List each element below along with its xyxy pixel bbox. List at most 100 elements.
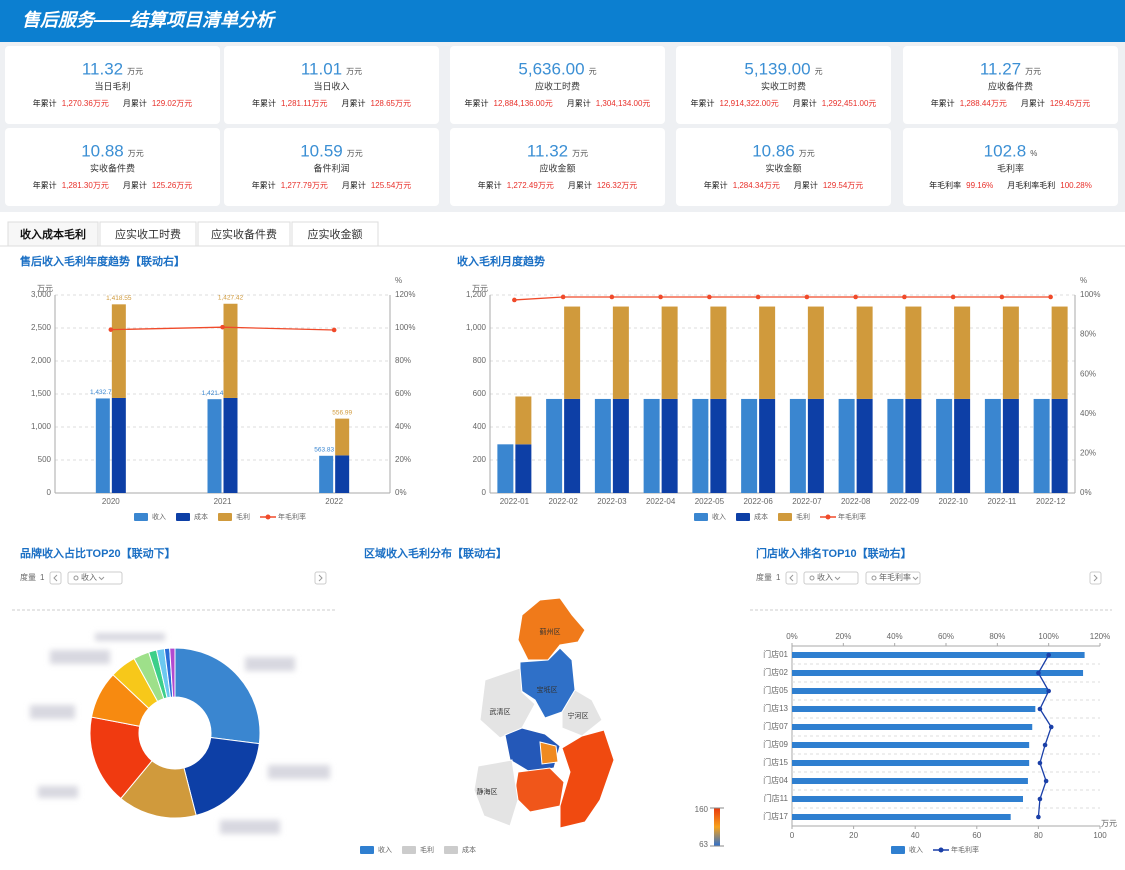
legend-swatch <box>736 513 750 521</box>
x-tick-label: 2022-10 <box>938 497 968 506</box>
measure-icon <box>809 575 815 581</box>
kpi-month-value: 1,304,134.00元 <box>596 99 651 108</box>
bar <box>111 397 126 493</box>
kpi-value: 11.27 <box>980 59 1021 78</box>
y-tick-label: 1,000 <box>466 323 487 332</box>
kpi-label: 应收金额 <box>539 162 575 173</box>
bar <box>710 306 727 399</box>
kpi-label: 实收金额 <box>765 162 801 173</box>
x2-tick-label: 80% <box>989 632 1005 641</box>
map-region[interactable] <box>479 667 536 739</box>
x2-tick-label: 60% <box>938 632 954 641</box>
prev-button[interactable] <box>49 571 62 585</box>
bar <box>905 306 922 399</box>
category-label: 门店01 <box>763 649 788 659</box>
rate-point <box>1037 706 1043 712</box>
category-label: 门店05 <box>763 685 788 695</box>
bar <box>856 306 873 399</box>
tab-label[interactable]: 应实收工时费 <box>115 227 181 241</box>
legend-label[interactable]: 成本 <box>754 512 768 521</box>
prev-button[interactable] <box>785 571 798 585</box>
next-icon <box>1093 574 1098 582</box>
kpi-card <box>224 46 439 124</box>
kpi-year-value: 12,914,322.00元 <box>720 99 779 108</box>
kpi-month-label: 月毛利率毛利 <box>1007 180 1055 190</box>
bar <box>954 306 971 399</box>
legend-label[interactable]: 收入 <box>378 845 392 854</box>
bar <box>515 396 532 445</box>
x-tick-label: 40 <box>911 831 920 840</box>
y2-tick-label: 120% <box>395 290 415 299</box>
kpi-year-value: 12,884,136.00元 <box>494 99 553 108</box>
bar <box>1051 306 1068 399</box>
measure-dropdown[interactable] <box>67 571 123 585</box>
tab-label[interactable]: 应实收备件费 <box>211 227 277 241</box>
legend-label[interactable]: 收入 <box>152 512 166 521</box>
visual-map-min: 63 <box>699 840 708 849</box>
kpi-month-label: 月累计 <box>342 98 366 108</box>
category-label: 门店15 <box>763 757 788 767</box>
category-label: 门店07 <box>763 721 788 731</box>
rate-point <box>609 294 615 300</box>
kpi-value: 11.32 <box>82 59 123 78</box>
next-button[interactable] <box>1089 571 1102 585</box>
map-region[interactable] <box>539 741 559 765</box>
tab[interactable] <box>197 221 291 247</box>
legend-label[interactable]: 收入 <box>712 512 726 521</box>
next-button[interactable] <box>314 571 327 585</box>
tab[interactable] <box>291 221 379 247</box>
y2-tick-label: 0% <box>395 488 407 497</box>
rate-point <box>755 294 761 300</box>
x-tick-label: 20 <box>849 831 858 840</box>
tab-label[interactable]: 应实收金额 <box>308 227 363 241</box>
map-region[interactable] <box>517 597 586 661</box>
measure-dropdown[interactable] <box>865 571 921 585</box>
legend-label[interactable]: 年毛利率 <box>951 845 979 854</box>
tab-label[interactable]: 收入成本毛利 <box>20 227 86 241</box>
tab[interactable] <box>7 221 99 247</box>
value-label: 1,427.42 <box>218 294 244 301</box>
rate-point <box>853 294 858 300</box>
kpi-value: 5,636.00 <box>518 59 584 78</box>
bar <box>856 398 873 493</box>
y-tick-label: 500 <box>38 455 52 464</box>
legend-label[interactable]: 毛利 <box>420 845 434 854</box>
kpi-value: 10.88 <box>81 141 124 160</box>
kpi-year-label: 年累计 <box>33 98 57 108</box>
visual-map-max: 160 <box>695 805 709 814</box>
pie-slice <box>183 736 260 816</box>
legend-label[interactable]: 毛利 <box>796 512 810 521</box>
bar <box>223 303 238 398</box>
y2-tick-label: 40% <box>1080 409 1096 418</box>
rate-point <box>902 294 907 300</box>
map-region[interactable] <box>561 689 603 737</box>
tab[interactable] <box>99 221 197 247</box>
x-tick-label: 2022-09 <box>890 497 920 506</box>
y2-tick-label: 20% <box>1080 449 1096 458</box>
measure-dropdown[interactable] <box>803 571 859 585</box>
bar <box>789 398 806 493</box>
legend-label[interactable]: 成本 <box>462 845 476 854</box>
kpi-month-value: 1,292,451.00元 <box>822 99 877 108</box>
legend-label[interactable]: 毛利 <box>236 512 250 521</box>
kpi-month-label: 月累计 <box>342 180 366 190</box>
kpi-unit: 万元 <box>799 149 815 158</box>
kpi-card <box>903 46 1118 124</box>
map-region[interactable] <box>559 729 615 829</box>
map-region[interactable] <box>473 759 519 827</box>
legend-label[interactable]: 年毛利率 <box>278 512 306 521</box>
kpi-unit: 万元 <box>346 67 362 76</box>
y-tick-label: 200 <box>473 455 487 464</box>
legend-label[interactable]: 年毛利率 <box>838 512 866 521</box>
rate-point <box>804 294 810 300</box>
kpi-unit: 万元 <box>1025 67 1041 76</box>
kpi-year-value: 99.16% <box>966 181 993 190</box>
legend-label[interactable]: 成本 <box>194 512 208 521</box>
bar <box>612 398 629 493</box>
legend-label[interactable]: 收入 <box>909 845 923 854</box>
value-label: 1,418.55 <box>106 295 132 302</box>
x-tick-label: 100 <box>1093 831 1107 840</box>
y2-tick-label: 100% <box>1080 290 1100 299</box>
rate-line <box>1037 654 1052 818</box>
bar <box>111 304 126 398</box>
